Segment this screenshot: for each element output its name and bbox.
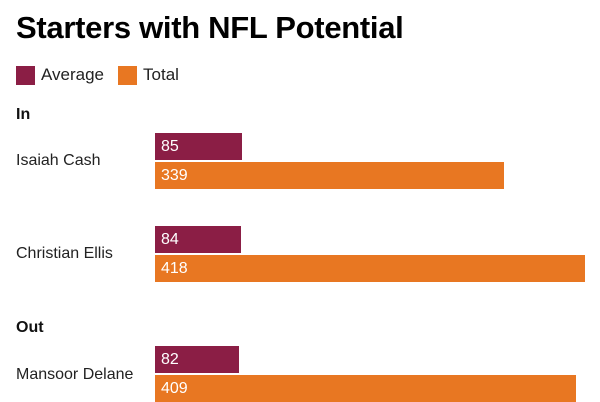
bar-label-total-mansoor-delane: 409 — [161, 380, 188, 397]
bar-label-average-christian-ellis: 84 — [161, 231, 179, 248]
row-label-mansoor-delane: Mansoor Delane — [16, 366, 134, 383]
legend-item-average: Average — [16, 65, 104, 85]
bar-average-christian-ellis — [155, 226, 242, 253]
legend-swatch-average — [16, 65, 35, 85]
bar-label-average-mansoor-delane: 82 — [161, 351, 179, 368]
legend: Average Total — [16, 65, 193, 85]
bar-label-total-isaiah-cash: 339 — [161, 167, 188, 184]
chart-title: Starters with NFL Potential — [16, 10, 404, 45]
legend-label-total: Total — [143, 65, 179, 84]
legend-item-total: Total — [118, 65, 179, 85]
bar-average-mansoor-delane — [155, 346, 240, 373]
legend-swatch-total — [118, 65, 138, 85]
bar-average-isaiah-cash — [155, 133, 243, 160]
group-label-out: Out — [16, 319, 44, 336]
bar-total-christian-ellis — [155, 255, 585, 282]
bar-label-average-isaiah-cash: 85 — [161, 138, 179, 155]
row-label-isaiah-cash: Isaiah Cash — [16, 152, 101, 169]
bar-total-isaiah-cash — [155, 162, 504, 189]
bar-total-mansoor-delane — [155, 375, 576, 402]
row-label-christian-ellis: Christian Ellis — [16, 245, 113, 262]
legend-label-average: Average — [41, 65, 105, 84]
group-label-in: In — [16, 106, 31, 123]
bar-label-total-christian-ellis: 418 — [161, 260, 188, 277]
